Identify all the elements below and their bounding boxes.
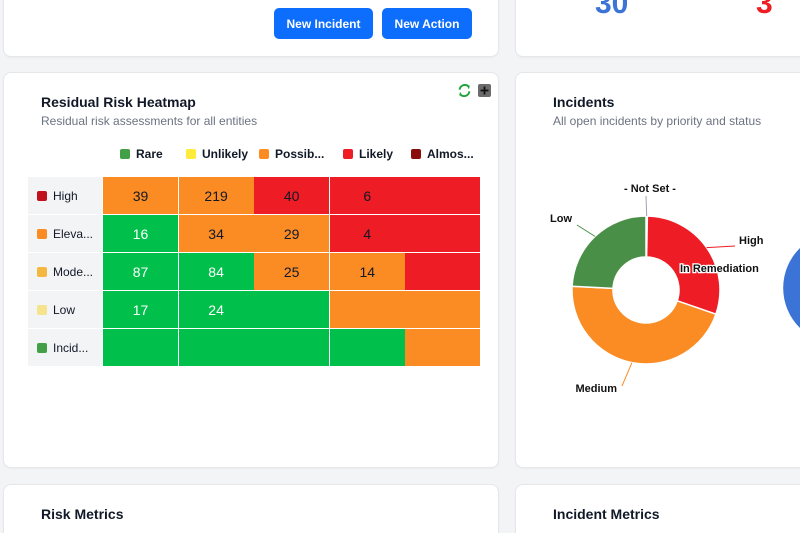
row-label-incidental: Incid... [28, 329, 102, 366]
donut-leader-line [645, 195, 648, 217]
stat-value-2: 3 [756, 0, 773, 20]
legend-rare-label: Rare [136, 147, 163, 161]
row-label-low: Low [28, 291, 102, 328]
legend-rare-swatch [120, 149, 130, 159]
row-label-moderate: Mode... [28, 253, 102, 290]
legend-possible-label: Possib... [275, 147, 325, 161]
heatmap-cell[interactable]: 34 [178, 215, 254, 252]
row-label-text: Low [53, 302, 76, 317]
heatmap-cell[interactable]: 40 [254, 177, 330, 214]
incidents-subtitle: All open incidents by priority and statu… [553, 114, 762, 128]
legend-unlikely: Unlikely [186, 147, 248, 161]
heatmap-cell[interactable]: 4 [329, 215, 405, 252]
row-label-text: Incid... [53, 340, 89, 355]
donut-leader-line [706, 245, 736, 249]
row-label-text: High [53, 188, 78, 203]
row-swatch-high [37, 190, 47, 201]
donut-slice[interactable] [571, 285, 717, 365]
risk-metrics-title: Risk Metrics [41, 506, 124, 522]
in-remediation-label: In Remediation [680, 263, 759, 275]
stat-value-1: 30 [595, 0, 629, 20]
heatmap-cell[interactable]: 39 [103, 177, 178, 214]
heatmap-title: Residual Risk Heatmap [41, 94, 196, 110]
donut-slice[interactable] [571, 215, 647, 290]
legend-likely-label: Likely [359, 147, 394, 161]
heatmap-cell[interactable] [103, 329, 178, 366]
heatmap-cell[interactable]: 24 [178, 291, 254, 328]
legend-possible-swatch [259, 149, 269, 159]
new-incident-button[interactable]: New Incident [274, 8, 373, 39]
heatmap-cell[interactable]: 25 [254, 253, 330, 290]
heatmap-cell[interactable] [405, 253, 481, 290]
legend-almost-swatch [411, 149, 421, 159]
heatmap-cell[interactable]: 14 [329, 253, 405, 290]
heatmap-cell[interactable]: 84 [178, 253, 254, 290]
legend-likely: Likely [343, 147, 393, 161]
legend-rare: Rare [120, 147, 163, 161]
incident-metrics-card: Incident Metrics [515, 484, 800, 533]
row-swatch-moderate [37, 266, 47, 277]
row-label-elevated: Eleva... [28, 215, 102, 252]
heatmap-cell[interactable] [329, 291, 405, 328]
incident-metrics-title: Incident Metrics [553, 506, 660, 522]
legend-likely-swatch [343, 149, 353, 159]
plus-box-icon[interactable] [478, 84, 491, 97]
heatmap-cell[interactable] [405, 215, 481, 252]
heatmap-cell[interactable]: 29 [254, 215, 330, 252]
donut-slice[interactable] [645, 215, 721, 316]
row-swatch-elevated [37, 228, 47, 239]
legend-possible: Possib... [259, 147, 324, 161]
heatmap-cell[interactable] [405, 291, 481, 328]
legend-unlikely-swatch [186, 149, 196, 159]
donut-label: High [739, 235, 764, 247]
row-swatch-incidental [37, 342, 47, 353]
legend-almost-label: Almos... [427, 147, 474, 161]
heatmap-cell[interactable] [254, 329, 330, 366]
heatmap-cell[interactable]: 87 [103, 253, 178, 290]
blue-chart-partial [783, 248, 800, 328]
legend-almost: Almos... [411, 147, 474, 161]
donut-label: - Not Set - [624, 183, 676, 195]
donut-label: Low [550, 213, 572, 225]
actions-card: New Incident New Action [3, 0, 499, 57]
heatmap-cell[interactable]: 6 [329, 177, 405, 214]
heatmap-cell[interactable]: 219 [178, 177, 254, 214]
incidents-title: Incidents [553, 94, 615, 110]
heatmap-cell[interactable] [405, 329, 481, 366]
row-swatch-low [37, 304, 47, 315]
incidents-donut-chart: - Not Set - High Medium Low In Remediation [550, 183, 800, 395]
refresh-icon[interactable] [458, 84, 471, 97]
heatmap-cell[interactable]: 17 [103, 291, 178, 328]
heatmap-subtitle: Residual risk assessments for all entiti… [41, 114, 258, 128]
incidents-card: Incidents All open incidents by priority… [515, 72, 800, 468]
heatmap-cell[interactable] [329, 329, 405, 366]
risk-metrics-card: Risk Metrics [3, 484, 499, 533]
heatmap-cell[interactable] [405, 177, 481, 214]
row-label-text: Eleva... [53, 226, 94, 241]
heatmap-cell[interactable]: 16 [103, 215, 178, 252]
stats-card: 30 3 [515, 0, 800, 57]
heatmap-cell[interactable] [254, 291, 330, 328]
heatmap-cell[interactable] [178, 329, 254, 366]
row-label-high: High [28, 177, 102, 214]
row-label-text: Mode... [53, 264, 94, 279]
legend-unlikely-label: Unlikely [202, 147, 249, 161]
donut-leader-line [576, 224, 596, 237]
new-action-button[interactable]: New Action [382, 8, 472, 39]
donut-leader-line [621, 362, 633, 387]
donut-label: Medium [575, 383, 617, 395]
